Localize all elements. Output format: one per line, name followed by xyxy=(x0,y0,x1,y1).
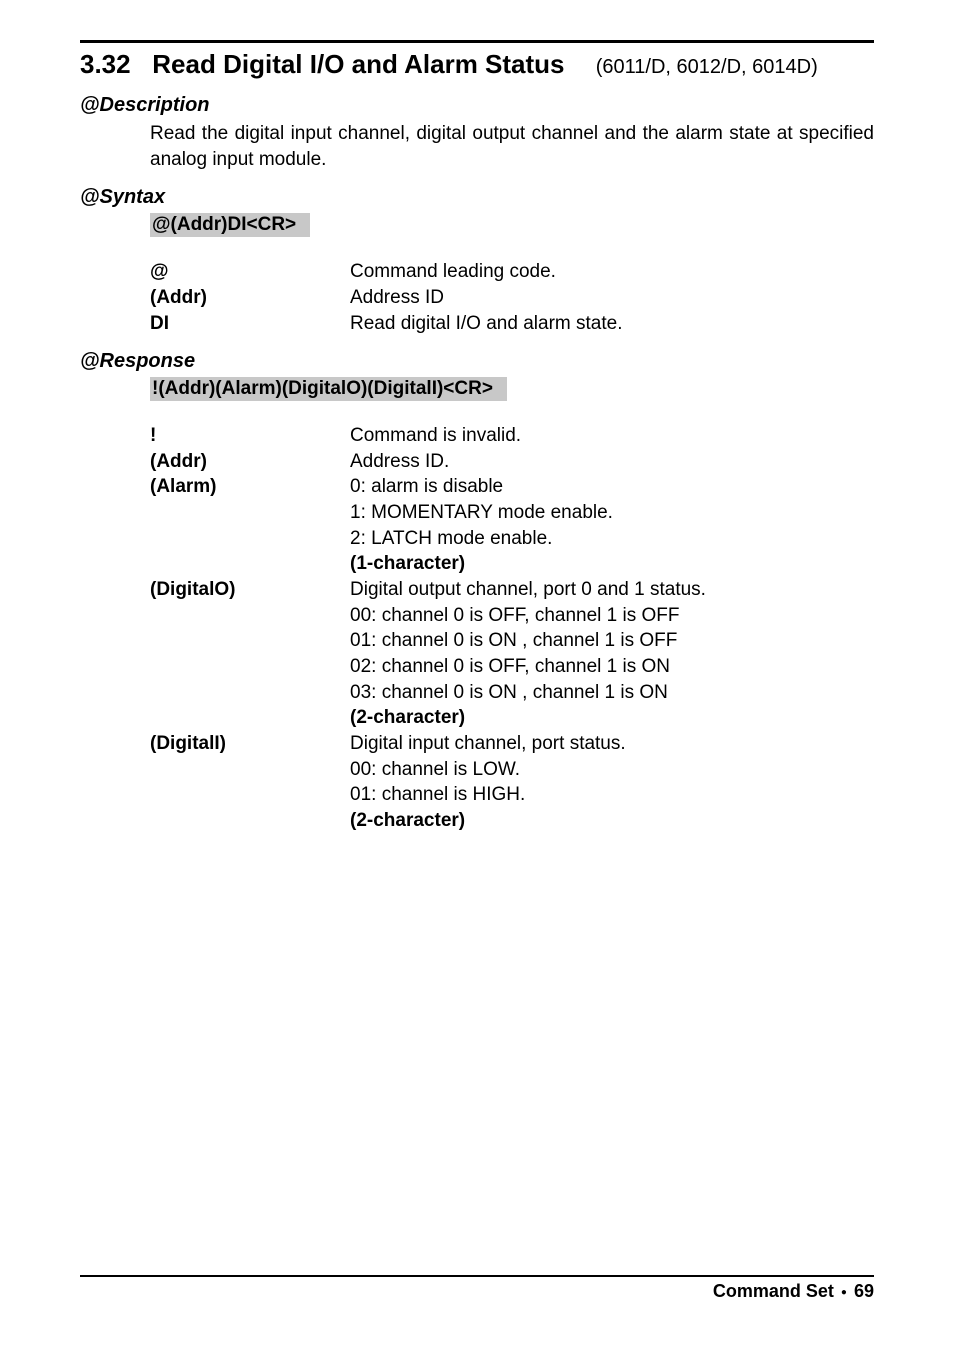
response-tail-bold: (2-character) xyxy=(350,810,465,831)
response-row: (Addr)Address ID. xyxy=(150,449,874,475)
response-key: (Alarm) xyxy=(150,474,350,577)
syntax-code: @(Addr)DI<CR> xyxy=(150,213,310,237)
syntax-key: (Addr) xyxy=(150,285,350,311)
response-key: (DigitalI) xyxy=(150,731,350,834)
footer: Command Set ● 69 xyxy=(80,1275,874,1302)
top-rule xyxy=(80,40,874,43)
section-heading: 3.32 Read Digital I/O and Alarm Status (… xyxy=(80,49,874,80)
syntax-val: Address ID xyxy=(350,285,874,311)
response-row: !Command is invalid. xyxy=(150,423,874,449)
syntax-val: Command leading code. xyxy=(350,259,874,285)
response-val: Address ID. xyxy=(350,449,874,475)
syntax-row: DI Read digital I/O and alarm state. xyxy=(150,311,874,337)
syntax-key: DI xyxy=(150,311,350,337)
response-val: Digital input channel, port status.00: c… xyxy=(350,731,874,834)
section-title: Read Digital I/O and Alarm Status xyxy=(152,49,564,79)
footer-page: 69 xyxy=(854,1281,874,1301)
description-heading: @Description xyxy=(80,94,874,117)
footer-dot-icon: ● xyxy=(839,1287,849,1298)
footer-label: Command Set xyxy=(713,1281,834,1301)
response-heading: @Response xyxy=(80,350,874,373)
description-text: Read the digital input channel, digital … xyxy=(150,121,874,172)
response-val: 0: alarm is disable1: MOMENTARY mode ena… xyxy=(350,474,874,577)
response-val: Command is invalid. xyxy=(350,423,874,449)
response-val: Digital output channel, port 0 and 1 sta… xyxy=(350,577,874,731)
response-tail-bold: (2-character) xyxy=(350,707,465,728)
section-number: 3.32 xyxy=(80,49,131,79)
response-key: (Addr) xyxy=(150,449,350,475)
response-key: ! xyxy=(150,423,350,449)
response-code: !(Addr)(Alarm)(DigitalO)(DigitalI)<CR> xyxy=(150,377,507,401)
response-row: (DigitalI)Digital input channel, port st… xyxy=(150,731,874,834)
response-key: (DigitalO) xyxy=(150,577,350,731)
syntax-row: @ Command leading code. xyxy=(150,259,874,285)
response-tail-bold: (1-character) xyxy=(350,553,465,574)
syntax-key: @ xyxy=(150,259,350,285)
syntax-val: Read digital I/O and alarm state. xyxy=(350,311,874,337)
syntax-row: (Addr) Address ID xyxy=(150,285,874,311)
response-row: (Alarm)0: alarm is disable1: MOMENTARY m… xyxy=(150,474,874,577)
syntax-heading: @Syntax xyxy=(80,186,874,209)
response-row: (DigitalO)Digital output channel, port 0… xyxy=(150,577,874,731)
section-suffix: (6011/D, 6012/D, 6014D) xyxy=(596,56,818,78)
